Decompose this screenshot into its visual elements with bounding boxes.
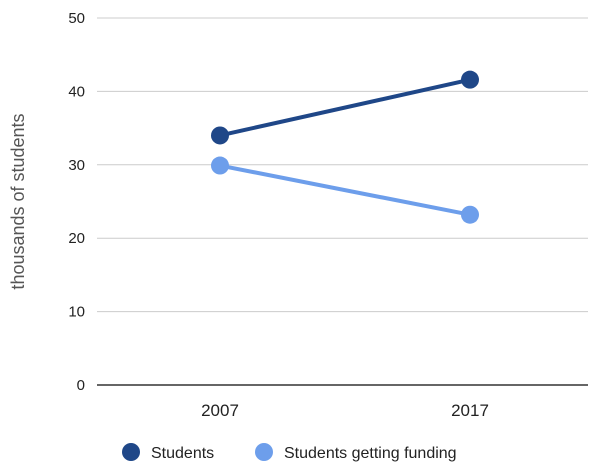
y-axis-ticks: 0 10 20 30 40 50 — [68, 10, 85, 394]
series-line-1 — [218, 163, 472, 217]
y-axis-title: thousands of students — [8, 113, 28, 289]
y-tick-label-10: 10 — [68, 304, 85, 321]
legend: Students Students getting funding — [122, 443, 457, 462]
y-tick-label-40: 40 — [68, 83, 85, 100]
x-tick-label-2007: 2007 — [201, 401, 239, 420]
gridlines — [97, 17, 588, 313]
x-tick-label-2017: 2017 — [451, 401, 489, 420]
data-point-1-1 — [461, 205, 479, 224]
series-group — [211, 70, 479, 224]
legend-marker-0 — [122, 443, 140, 461]
series-line-0 — [218, 77, 472, 138]
y-tick-label-50: 50 — [68, 10, 85, 27]
data-point-0-1 — [461, 70, 479, 89]
data-point-1-0 — [211, 156, 229, 175]
x-axis-ticks: 2007 2017 — [201, 401, 489, 420]
y-tick-label-0: 0 — [77, 377, 85, 394]
legend-label-1: Students getting funding — [284, 445, 457, 462]
legend-label-0: Students — [151, 445, 214, 462]
data-point-0-0 — [211, 126, 229, 145]
legend-marker-1 — [255, 443, 273, 461]
y-tick-label-30: 30 — [68, 157, 85, 174]
y-tick-label-20: 20 — [68, 230, 85, 247]
